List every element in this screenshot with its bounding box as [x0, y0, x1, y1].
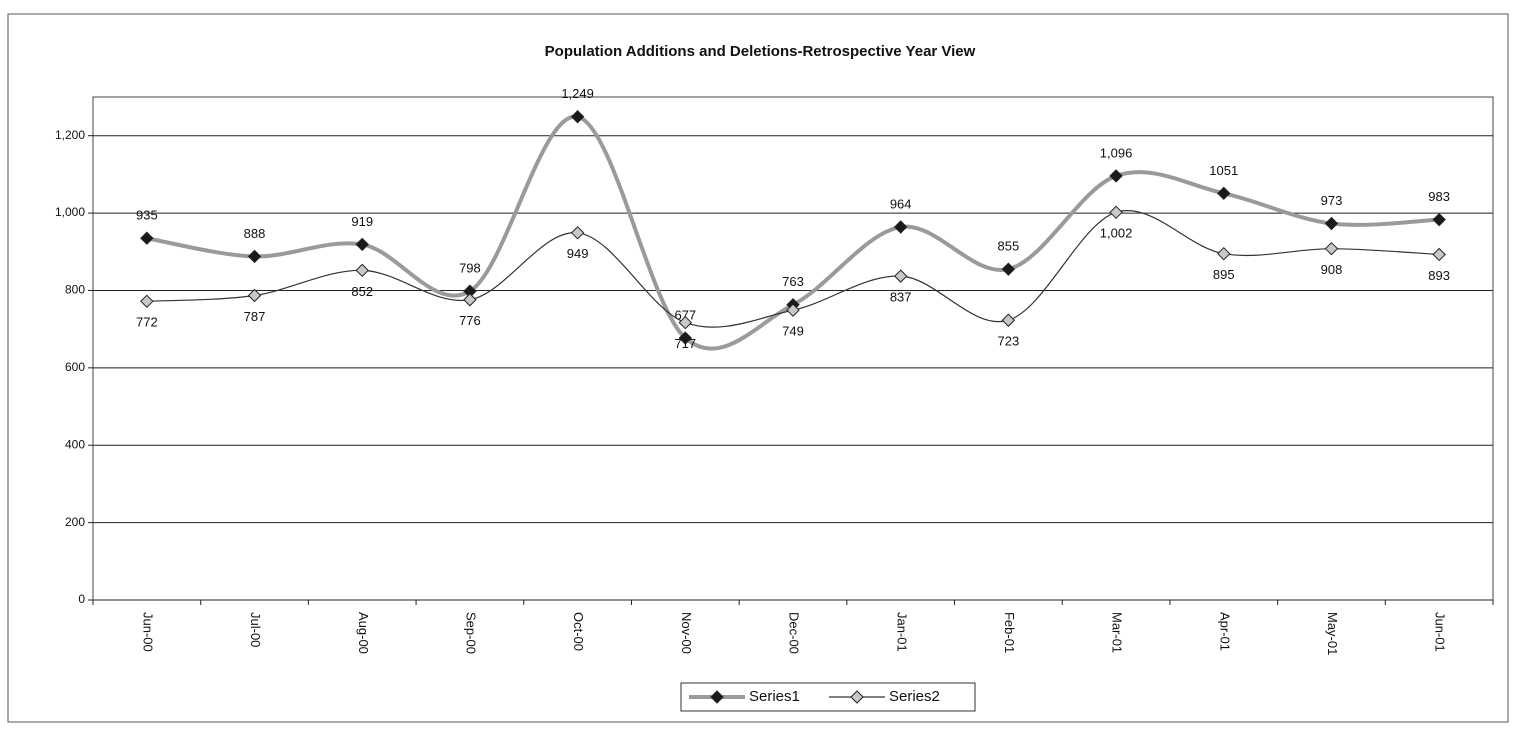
- data-point: [786, 303, 800, 317]
- y-tick-label: 1,000: [55, 205, 85, 219]
- data-label: 852: [351, 284, 373, 299]
- data-label: 763: [782, 274, 804, 289]
- x-tick-label: Oct-00: [571, 612, 586, 651]
- data-label: 837: [890, 290, 912, 305]
- y-tick-label: 1,200: [55, 128, 85, 142]
- chart-title: Population Additions and Deletions-Retro…: [545, 43, 976, 60]
- legend-marker: [850, 690, 864, 704]
- data-label: 1,249: [561, 86, 594, 101]
- data-label: 776: [459, 313, 481, 328]
- y-tick-label: 800: [65, 283, 85, 297]
- data-point: [355, 237, 369, 252]
- data-label: 964: [890, 196, 912, 211]
- data-label: 935: [136, 208, 158, 223]
- legend-marker: [710, 690, 724, 704]
- data-point: [1324, 216, 1339, 231]
- data-point: [678, 315, 693, 330]
- data-point: [247, 249, 262, 264]
- x-tick-label: Apr-01: [1217, 612, 1232, 651]
- data-label: 1,002: [1100, 226, 1133, 241]
- data-label: 919: [351, 214, 373, 229]
- legend-label: Series2: [889, 688, 940, 705]
- data-point: [1217, 246, 1231, 261]
- x-tick-label: Sep-00: [463, 612, 478, 654]
- data-point: [893, 269, 908, 283]
- data-point: [1001, 262, 1016, 276]
- data-label: 772: [136, 315, 158, 330]
- data-label: 983: [1428, 189, 1450, 204]
- data-point: [1109, 169, 1123, 183]
- data-point: [1001, 313, 1016, 327]
- x-tick-label: Jul-00: [248, 612, 263, 647]
- data-point: [1432, 247, 1446, 262]
- x-tick-label: Nov-00: [679, 612, 694, 654]
- data-label: 949: [567, 246, 589, 261]
- x-tick-label: Jan-01: [894, 612, 909, 652]
- data-point: [1324, 241, 1339, 256]
- y-tick-label: 200: [65, 515, 85, 529]
- y-tick-label: 400: [65, 437, 85, 451]
- data-label: 855: [998, 239, 1020, 254]
- data-label: 973: [1321, 193, 1343, 208]
- chart-frame: [7, 13, 1509, 723]
- data-point: [893, 220, 908, 234]
- x-tick-label: Jun-00: [140, 612, 155, 652]
- series-line: [146, 114, 1440, 351]
- data-point: [678, 331, 693, 345]
- data-point: [1109, 205, 1123, 220]
- plot-area: [92, 96, 1494, 601]
- data-point: [463, 293, 477, 307]
- data-point: [355, 263, 369, 278]
- x-tick-label: Mar-01: [1110, 612, 1125, 653]
- data-point: [1432, 212, 1446, 227]
- x-tick-label: Jun-01: [1433, 612, 1448, 652]
- data-point: [247, 288, 262, 303]
- data-label: 888: [244, 226, 266, 241]
- data-point: [570, 226, 585, 240]
- data-label: 677: [674, 307, 696, 322]
- x-tick-label: Aug-00: [356, 612, 371, 654]
- x-tick-label: Feb-01: [1002, 612, 1017, 653]
- data-label: 895: [1213, 267, 1235, 282]
- x-tick-label: May-01: [1325, 612, 1340, 655]
- data-label: 908: [1321, 262, 1343, 277]
- data-label: 717: [674, 336, 696, 351]
- data-label: 893: [1428, 268, 1450, 283]
- data-label: 787: [244, 309, 266, 324]
- data-label: 723: [998, 334, 1020, 349]
- data-label: 798: [459, 261, 481, 276]
- y-tick-label: 600: [65, 360, 85, 374]
- data-point: [140, 294, 154, 309]
- data-label: 1051: [1209, 163, 1238, 178]
- data-label: 749: [782, 324, 804, 339]
- y-tick-label: 0: [78, 592, 85, 606]
- data-point: [1217, 186, 1231, 201]
- x-tick-label: Dec-00: [787, 612, 802, 654]
- data-label: 1,096: [1100, 145, 1133, 160]
- data-point: [140, 231, 154, 245]
- legend-label: Series1: [749, 688, 800, 705]
- data-point: [570, 110, 585, 124]
